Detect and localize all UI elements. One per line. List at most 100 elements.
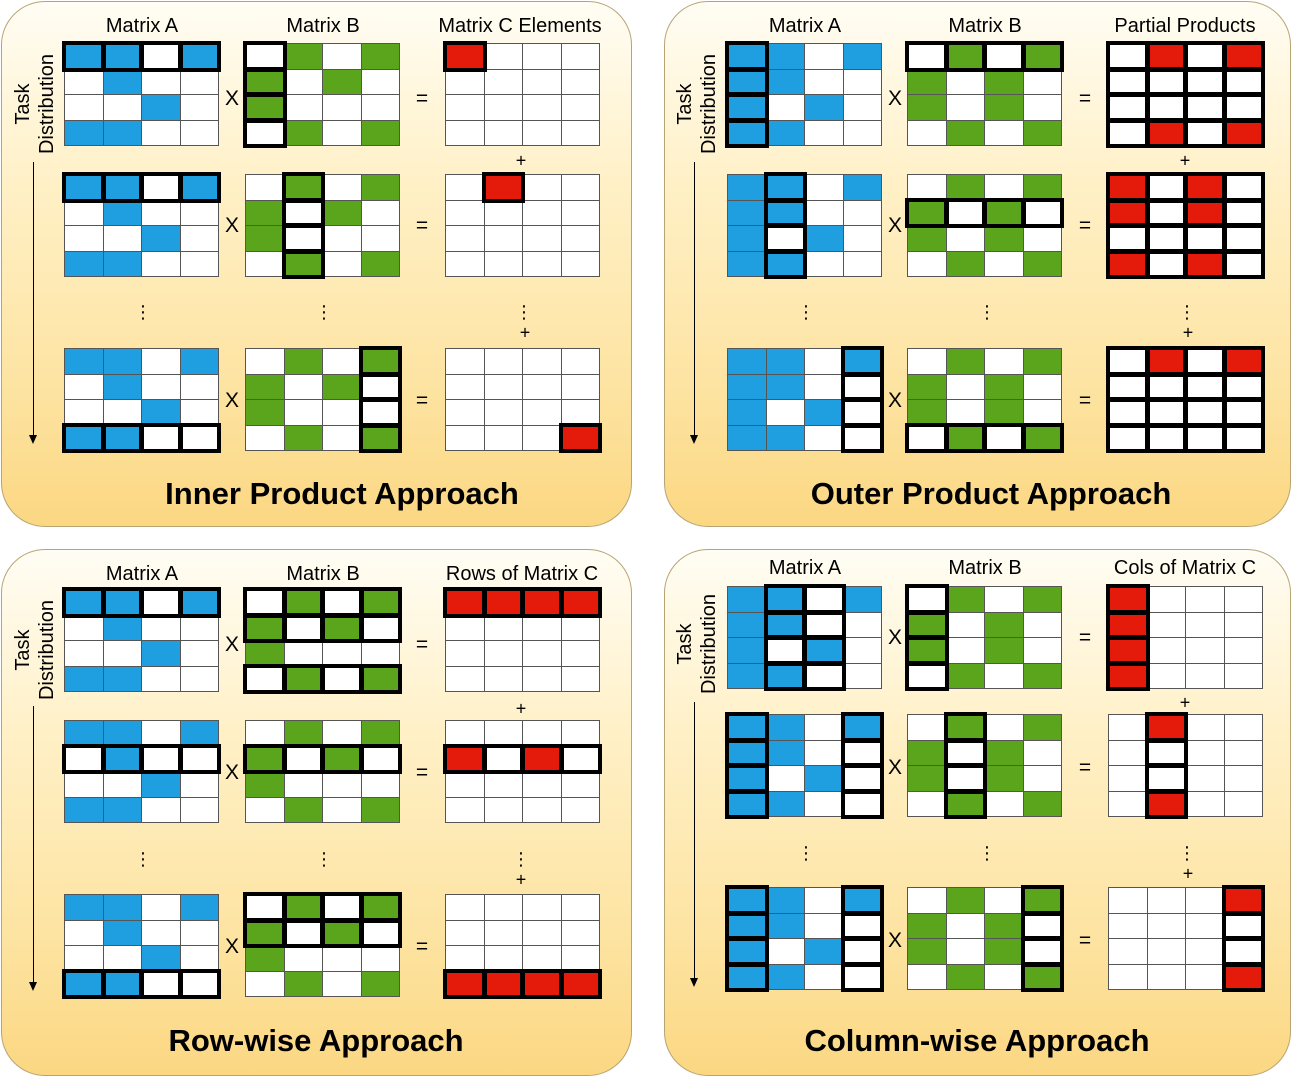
p4-matrix-a-2-cell — [804, 714, 844, 741]
p3-matrix-c-2-cell — [560, 745, 600, 772]
p2-matrix-c-1-cell — [1146, 68, 1186, 95]
p4-matrix-b-2-cell — [945, 790, 985, 817]
p4-matrix-a-2-cell — [765, 739, 805, 766]
p2-matrix-b-1-cell — [945, 94, 985, 121]
p3-matrix-b-3-cell — [283, 945, 323, 972]
p2-matrix-b-3-cell — [907, 424, 947, 451]
p3-matrix-c-3-cell — [483, 945, 523, 972]
p3-matrix-b-1-cell — [360, 665, 400, 692]
p2-matrix-a-1-cell — [765, 68, 805, 95]
p1-matrix-b-1-cell — [322, 68, 362, 95]
p1-ellipsis-a: ⋮ — [134, 302, 152, 322]
p2-matrix-a-1-cell — [842, 43, 882, 70]
p1-matrix-a-1-cell — [141, 68, 181, 95]
p3-matrix-c-3-cell — [522, 894, 562, 921]
p1-matrix-b-3-cell — [360, 373, 400, 400]
p4-title: Column-wise Approach — [804, 1023, 1150, 1058]
p4-matrix-c-2-cell — [1146, 790, 1186, 817]
p3-matrix-c-3-cell — [483, 919, 523, 946]
p3-matrix-a-3 — [64, 894, 219, 997]
p3-matrix-a-2-cell — [102, 745, 142, 772]
p4-matrix-b-2-cell — [984, 739, 1024, 766]
p1-matrix-b-2-cell — [245, 174, 285, 201]
p4-matrix-a-1-cell — [727, 586, 767, 613]
p1-matrix-c-3-cell — [560, 424, 600, 451]
p2-equals-3: = — [1078, 389, 1092, 412]
p1-matrix-b-1-cell — [245, 68, 285, 95]
p3-matrix-b-2-cell — [283, 720, 323, 747]
p1-matrix-c-1-cell — [483, 68, 523, 95]
p3-matrix-c-1-cell — [483, 665, 523, 692]
p1-matrix-b-1-cell — [245, 43, 285, 70]
p1-matrix-c-3-cell — [522, 399, 562, 426]
p1-matrix-c-2-cell — [445, 250, 485, 277]
p4-matrix-c-2-cell — [1108, 714, 1148, 741]
p1-header-b: Matrix B — [286, 15, 360, 37]
p1-matrix-a-1-cell — [179, 119, 219, 146]
p1-matrix-c-1-cell — [560, 94, 600, 121]
p4-matrix-a-2-cell — [765, 714, 805, 741]
p1-matrix-a-2-cell — [141, 250, 181, 277]
p1-header-c: Matrix C Elements — [438, 15, 602, 37]
p3-matrix-b-2-cell — [322, 796, 362, 823]
p1-matrix-b-2-cell — [245, 250, 285, 277]
p2-matrix-a-3 — [727, 348, 882, 451]
p1-matrix-b-3-cell — [283, 373, 323, 400]
p4-matrix-b-3-cell — [1022, 912, 1062, 939]
p4-matrix-a-3-cell — [765, 963, 805, 990]
p3-multiply-3: X — [224, 935, 240, 958]
p1-matrix-a-3-cell — [179, 399, 219, 426]
p2-matrix-c-2-cell — [1185, 199, 1225, 226]
p4-matrix-c-3-cell — [1185, 912, 1225, 939]
p1-matrix-a-3-cell — [141, 424, 181, 451]
p2-matrix-b-3-cell — [1022, 399, 1062, 426]
p2-matrix-a-3-cell — [727, 373, 767, 400]
p3-matrix-b-1-cell — [283, 665, 323, 692]
p4-matrix-a-3-cell — [727, 912, 767, 939]
p3-header-a: Matrix A — [105, 563, 179, 585]
p1-matrix-c-3 — [445, 348, 600, 451]
p4-matrix-c-1-cell — [1146, 611, 1186, 638]
p3-matrix-c-2-cell — [483, 720, 523, 747]
p3-matrix-a-3-cell — [102, 919, 142, 946]
p4-matrix-c-3-cell — [1223, 912, 1263, 939]
p3-matrix-c-2-cell — [483, 796, 523, 823]
p4-matrix-b-2-cell — [1022, 765, 1062, 792]
p1-matrix-b-2-cell — [245, 225, 285, 252]
p4-matrix-c-1-cell — [1223, 662, 1263, 689]
p2-matrix-c-3-cell — [1108, 348, 1148, 375]
p3-matrix-a-3-cell — [102, 945, 142, 972]
p3-matrix-c-2-cell — [560, 771, 600, 798]
p2-equals-1: = — [1078, 87, 1092, 110]
p4-matrix-c-2-cell — [1146, 765, 1186, 792]
p2-matrix-b-1-cell — [1022, 68, 1062, 95]
p2-matrix-a-2-cell — [727, 250, 767, 277]
p2-matrix-c-2-cell — [1108, 225, 1148, 252]
p4-matrix-c-3-cell — [1108, 963, 1148, 990]
p3-matrix-c-3-cell — [560, 894, 600, 921]
p4-ellipsis-b: ⋮ — [978, 843, 996, 863]
p3-matrix-c-2 — [445, 720, 600, 823]
p2-matrix-b-2-cell — [984, 225, 1024, 252]
p1-matrix-c-2-cell — [483, 174, 523, 201]
p4-matrix-b-2-cell — [945, 765, 985, 792]
p3-matrix-a-2-cell — [102, 796, 142, 823]
p4-matrix-c-3-cell — [1146, 963, 1186, 990]
p4-matrix-b-1-cell — [1022, 586, 1062, 613]
p3-matrix-a-2-cell — [102, 720, 142, 747]
p4-matrix-a-1-cell — [804, 586, 844, 613]
p4-matrix-a-3-cell — [727, 887, 767, 914]
p1-matrix-a-2-cell — [102, 199, 142, 226]
p4-matrix-b-2-cell — [907, 765, 947, 792]
p3-matrix-a-2-cell — [141, 771, 181, 798]
p2-matrix-a-1 — [727, 43, 882, 146]
p1-matrix-c-3-cell — [483, 424, 523, 451]
p3-matrix-b-1-cell — [283, 640, 323, 667]
p4-header-c: Cols of Matrix C — [1113, 557, 1257, 579]
p4-matrix-b-1-cell — [984, 586, 1024, 613]
p3-matrix-a-3-cell — [64, 919, 104, 946]
p3-matrix-b-2 — [245, 720, 400, 823]
p4-task-distribution-label: Task Distribution — [674, 593, 720, 695]
p3-matrix-a-1 — [64, 589, 219, 692]
p4-matrix-a-1-cell — [804, 662, 844, 689]
